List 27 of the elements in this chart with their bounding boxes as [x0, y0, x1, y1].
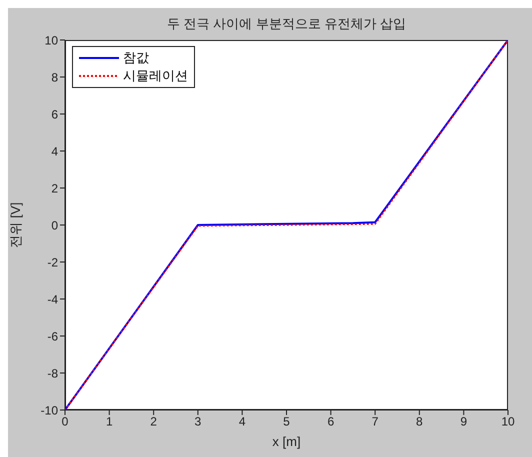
- y-tick-label: -6: [47, 329, 58, 344]
- y-tick-label: 2: [51, 181, 58, 196]
- x-tick-label: 10: [501, 414, 515, 429]
- x-axis-title: x [m]: [272, 434, 301, 449]
- y-tick-label: -8: [47, 366, 58, 380]
- y-tick-label: 4: [51, 144, 58, 158]
- y-axis-title: 전위 [V]: [7, 202, 24, 248]
- x-tick-label: 4: [238, 414, 246, 429]
- x-tick-label: 3: [194, 414, 202, 429]
- y-tick-label: 10: [44, 33, 58, 48]
- x-tick-label: 9: [460, 414, 468, 429]
- x-tick-label: 5: [283, 414, 290, 429]
- x-tick-label: 2: [150, 414, 158, 429]
- x-tick-label: 0: [62, 414, 69, 429]
- y-tick-label: 0: [51, 218, 58, 232]
- legend-label: 시뮬레이션: [123, 67, 188, 85]
- y-tick-label: -4: [47, 292, 58, 306]
- x-tick-label: 8: [416, 414, 424, 429]
- legend-label: 참값: [123, 49, 149, 67]
- y-tick-label: -10: [40, 403, 58, 418]
- y-tick-label: -2: [47, 255, 58, 270]
- y-tick-label: 8: [51, 70, 58, 84]
- y-tick-label: 6: [51, 107, 58, 122]
- x-tick-label: 1: [106, 414, 113, 429]
- x-tick-label: 7: [372, 414, 379, 429]
- x-tick-label: 6: [327, 414, 334, 429]
- chart-title: 두 전극 사이에 부분적으로 유전체가 삽입: [166, 15, 408, 33]
